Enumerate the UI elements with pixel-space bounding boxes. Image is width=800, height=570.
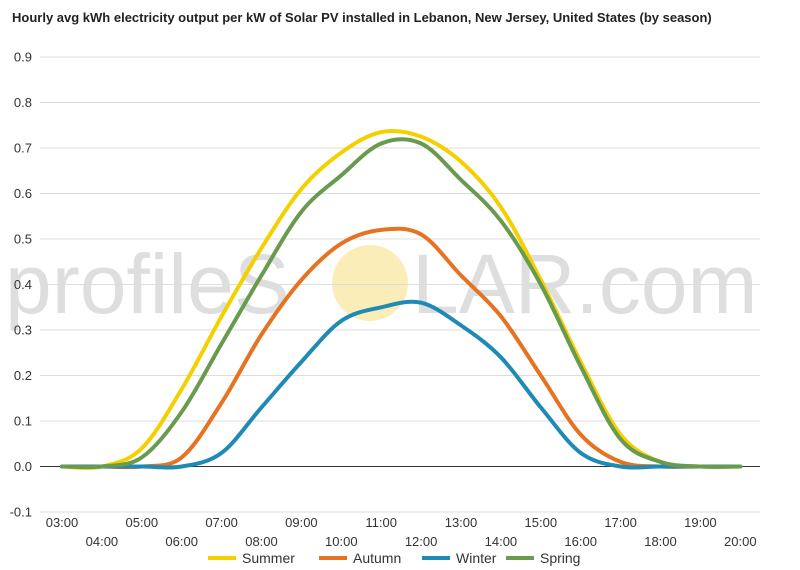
series-line-summer bbox=[60, 128, 743, 470]
x-tick-label: 08:00 bbox=[245, 534, 278, 549]
series-lines bbox=[60, 128, 743, 470]
y-tick-label: 0.1 bbox=[14, 414, 32, 429]
series-line-autumn bbox=[60, 226, 743, 470]
y-axis-ticks: -0.1 0.0 0.1 0.2 0.3 0.4 0.5 0.6 0.7 0.8 0.9 bbox=[10, 50, 32, 520]
x-tick-label: 16:00 bbox=[564, 534, 597, 549]
legend-label-autumn[interactable]: Autumn bbox=[353, 550, 401, 566]
x-tick-label: 18:00 bbox=[644, 534, 677, 549]
grid bbox=[40, 56, 760, 513]
chart-title: Hourly avg kWh electricity output per kW… bbox=[12, 10, 712, 25]
x-tick-label: 20:00 bbox=[724, 534, 757, 549]
x-tick-label: 17:00 bbox=[604, 515, 637, 530]
x-tick-label: 19:00 bbox=[684, 515, 717, 530]
series-line-winter bbox=[60, 299, 743, 470]
x-tick-label: 07:00 bbox=[205, 515, 238, 530]
x-tick-label: 10:00 bbox=[325, 534, 358, 549]
x-tick-label: 11:00 bbox=[365, 515, 397, 530]
y-tick-label: 0.5 bbox=[14, 232, 32, 247]
x-tick-label: 09:00 bbox=[285, 515, 318, 530]
legend-swatch-spring[interactable] bbox=[506, 556, 534, 560]
legend-swatch-winter[interactable] bbox=[422, 556, 450, 560]
legend: Summer Autumn Winter Spring bbox=[208, 550, 580, 566]
x-axis-ticks: 03:00 04:00 05:00 06:00 07:00 08:00 09:00 10:00… bbox=[46, 515, 757, 549]
x-tick-label: 12:00 bbox=[405, 534, 438, 549]
x-tick-label: 04:00 bbox=[86, 534, 119, 549]
series-line-spring bbox=[60, 137, 743, 470]
legend-label-summer[interactable]: Summer bbox=[242, 550, 295, 566]
y-tick-label: 0.0 bbox=[14, 459, 32, 474]
x-tick-label: 06:00 bbox=[165, 534, 198, 549]
legend-label-spring[interactable]: Spring bbox=[540, 550, 580, 566]
y-tick-label: 0.3 bbox=[14, 323, 32, 338]
watermark-sun-icon bbox=[332, 245, 408, 321]
y-tick-label: 0.7 bbox=[14, 141, 32, 156]
legend-label-winter[interactable]: Winter bbox=[456, 550, 497, 566]
y-tick-label: 0.6 bbox=[14, 186, 32, 201]
x-tick-label: 13:00 bbox=[445, 515, 478, 530]
y-tick-label: 0.9 bbox=[14, 50, 32, 65]
y-tick-label: -0.1 bbox=[10, 505, 32, 520]
x-tick-label: 14:00 bbox=[485, 534, 518, 549]
x-tick-label: 05:00 bbox=[126, 515, 159, 530]
x-tick-label: 03:00 bbox=[46, 515, 79, 530]
legend-swatch-autumn[interactable] bbox=[319, 556, 347, 560]
legend-swatch-summer[interactable] bbox=[208, 556, 236, 560]
x-tick-label: 15:00 bbox=[525, 515, 558, 530]
y-tick-label: 0.4 bbox=[14, 277, 32, 292]
y-tick-label: 0.2 bbox=[14, 368, 32, 383]
y-tick-label: 0.8 bbox=[14, 95, 32, 110]
